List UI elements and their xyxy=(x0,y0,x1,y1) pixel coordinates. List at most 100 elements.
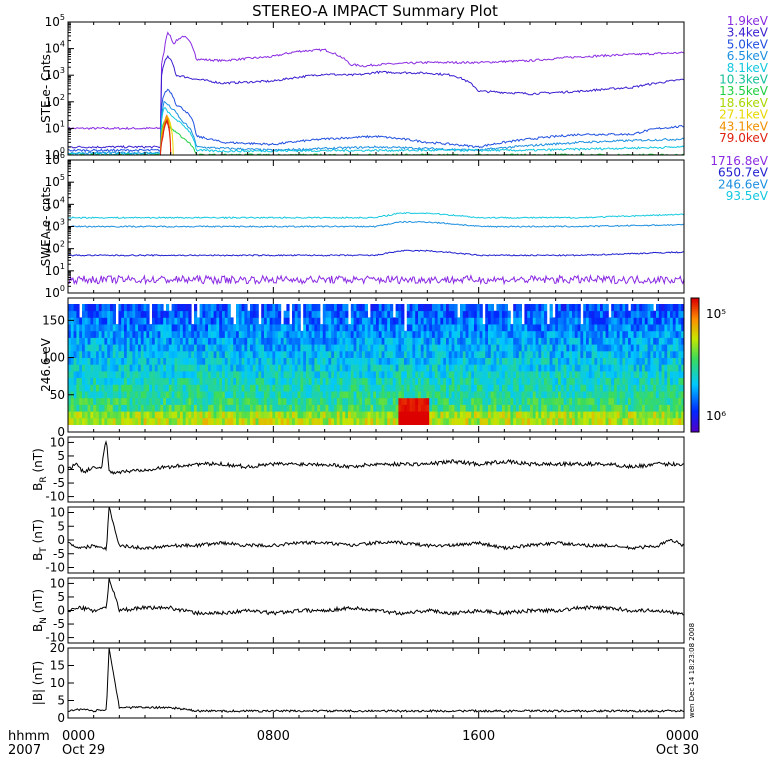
pad-heatmap-cell xyxy=(566,350,570,358)
pad-heatmap-cell xyxy=(261,411,265,419)
pad-heatmap-cell xyxy=(675,330,679,338)
pad-heatmap-cell xyxy=(552,417,556,425)
pad-heatmap-cell xyxy=(378,377,382,385)
pad-heatmap-cell xyxy=(418,310,422,318)
pad-heatmap-cell xyxy=(485,377,489,385)
pad-heatmap-cell xyxy=(297,330,301,338)
pad-heatmap-cell xyxy=(129,411,133,419)
pad-heatmap-cell xyxy=(597,330,601,338)
pad-heatmap-cell xyxy=(591,371,595,379)
pad-heatmap-cell xyxy=(157,330,161,338)
pad-heatmap-cell xyxy=(530,310,534,318)
pad-heatmap-cell xyxy=(146,417,150,425)
pad-heatmap-cell xyxy=(250,391,254,399)
pad-heatmap-cell xyxy=(530,350,534,358)
pad-heatmap-cell xyxy=(566,371,570,379)
pad-heatmap-cell xyxy=(308,324,312,332)
pad-heatmap-cell xyxy=(364,330,368,338)
pad-heatmap-cell xyxy=(185,330,189,338)
pad-heatmap-cell xyxy=(555,357,559,365)
pad-heatmap-cell xyxy=(250,344,254,352)
pad-heatmap-cell xyxy=(633,364,637,372)
pad-heatmap-cell xyxy=(504,357,508,365)
pad-heatmap-cell xyxy=(454,357,458,365)
pad-heatmap-cell xyxy=(390,357,394,365)
pad-heatmap-cell xyxy=(331,337,335,345)
pad-heatmap-cell xyxy=(118,391,122,399)
pad-heatmap-cell xyxy=(639,417,643,425)
pad-heatmap-cell xyxy=(611,350,615,358)
pad-heatmap-cell xyxy=(524,324,528,332)
pad-heatmap-cell xyxy=(224,330,228,338)
pad-heatmap-cell xyxy=(364,411,368,419)
pad-heatmap-cell xyxy=(194,330,198,338)
pad-heatmap-cell xyxy=(378,417,382,425)
pad-heatmap-cell xyxy=(558,377,562,385)
pad-heatmap-cell xyxy=(555,324,559,332)
pad-heatmap-cell xyxy=(454,337,458,345)
pad-heatmap-cell xyxy=(126,324,130,332)
pad-heatmap-cell xyxy=(196,357,200,365)
pad-heatmap-cell xyxy=(661,310,665,318)
pad-heatmap-cell xyxy=(541,350,545,358)
pad-heatmap-cell xyxy=(546,411,550,419)
pad-heatmap-cell xyxy=(70,317,74,325)
pad-heatmap-cell xyxy=(289,371,293,379)
pad-heatmap-cell xyxy=(236,391,240,399)
pad-heatmap-cell xyxy=(255,371,259,379)
pad-heatmap-cell xyxy=(292,344,296,352)
pad-heatmap-cell xyxy=(653,397,657,405)
pad-heatmap-cell xyxy=(572,330,576,338)
pad-heatmap-cell xyxy=(199,364,203,372)
pad-heatmap-cell xyxy=(177,337,181,345)
pad-heatmap-cell xyxy=(121,397,125,405)
time-tick-hhmm: 0000 xyxy=(666,729,699,744)
pad-heatmap-cell xyxy=(460,404,464,412)
pad-heatmap-cell xyxy=(258,344,262,352)
bmag-ytick-label: 5 xyxy=(57,694,65,708)
pad-heatmap-cell xyxy=(605,304,609,312)
pad-heatmap-cell xyxy=(390,417,394,425)
pad-heatmap-cell xyxy=(619,357,623,365)
pad-heatmap-cell xyxy=(82,371,86,379)
pad-heatmap-cell xyxy=(633,397,637,405)
pad-heatmap-cell xyxy=(320,391,324,399)
pad-heatmap-cell xyxy=(236,317,240,325)
pad-heatmap-cell xyxy=(532,304,536,312)
pad-heatmap-cell xyxy=(154,337,158,345)
pad-heatmap-cell xyxy=(409,324,413,332)
pad-heatmap-cell xyxy=(560,337,564,345)
pad-colorbar-band xyxy=(691,302,699,306)
pad-heatmap-cell xyxy=(630,357,634,365)
pad-heatmap-cell xyxy=(535,337,539,345)
pad-heatmap-cell xyxy=(222,330,226,338)
pad-heatmap-cell xyxy=(395,411,399,419)
pad-heatmap-cell xyxy=(530,337,534,345)
pad-heatmap-cell xyxy=(348,397,352,405)
pad-heatmap-cell xyxy=(588,404,592,412)
pad-heatmap-cell xyxy=(611,357,615,365)
pad-heatmap-cell xyxy=(426,330,430,338)
pad-heatmap-cell xyxy=(163,364,167,372)
pad-heatmap-cell xyxy=(275,304,279,312)
pad-heatmap-cell xyxy=(502,350,506,358)
pad-heatmap-cell xyxy=(588,344,592,352)
pad-heatmap-cell xyxy=(594,417,598,425)
pad-heatmap-cell xyxy=(415,371,419,379)
pad-heatmap-cell xyxy=(297,324,301,332)
pad-heatmap-cell xyxy=(247,330,251,338)
pad-heatmap-cell xyxy=(135,357,139,365)
pad-heatmap-cell xyxy=(460,357,464,365)
pad-heatmap-cell xyxy=(208,371,212,379)
pad-heatmap-cell xyxy=(258,350,262,358)
pad-heatmap-cell xyxy=(171,417,175,425)
pad-colorbar-band xyxy=(691,425,699,428)
pad-heatmap-cell xyxy=(608,350,612,358)
pad-heatmap-cell xyxy=(588,357,592,365)
pad-heatmap-cell xyxy=(546,377,550,385)
pad-heatmap-cell xyxy=(549,397,553,405)
pad-heatmap-cell xyxy=(76,411,80,419)
pad-heatmap-cell xyxy=(412,391,416,399)
pad-heatmap-cell xyxy=(586,377,590,385)
